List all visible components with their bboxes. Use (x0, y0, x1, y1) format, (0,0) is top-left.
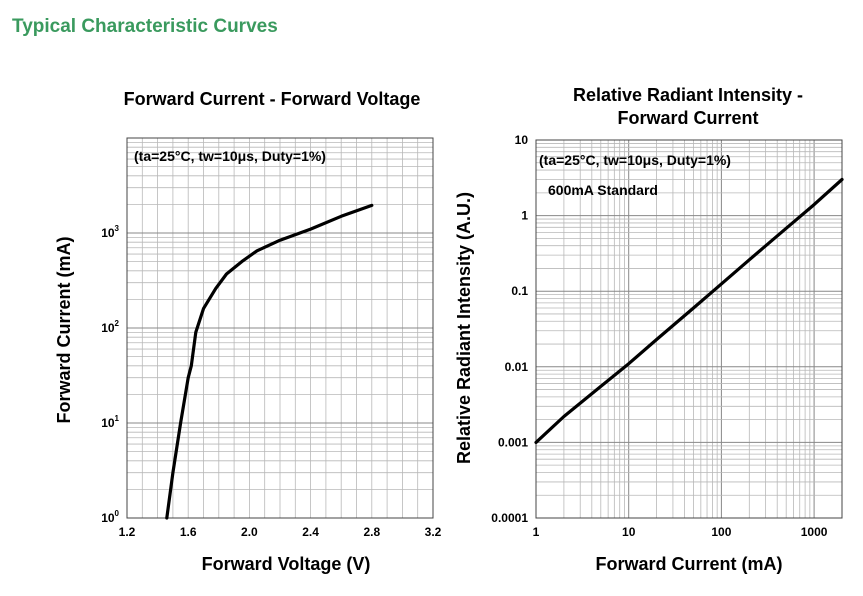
chart1-x-tick-label: 2.4 (302, 525, 319, 539)
chart2-y-tick-label: 0.001 (498, 435, 528, 449)
chart1-plot-frame (126, 137, 434, 519)
chart2-x-tick-label: 1 (533, 525, 540, 539)
chart2-conditions-note: (ta=25°C, tw=10μs, Duty=1%) (539, 152, 731, 168)
chart2-title-line-1: Relative Radiant Intensity - (573, 85, 803, 105)
chart1-y-tick-label: 101 (101, 414, 119, 430)
chart2-title-line-2: Forward Current (617, 108, 758, 128)
chart2-y-tick-label: 10 (515, 133, 529, 147)
chart1-x-ticks: 1.2 1.6 2.0 2.4 2.8 3.2 (119, 525, 442, 539)
chart1-y-tick-label: 102 (101, 319, 119, 335)
chart2-y-ticks: 0.0001 0.001 0.01 0.1 1 10 (491, 133, 528, 525)
chart1-y-ticks: 100 101 102 103 (101, 224, 119, 525)
forward-current-voltage-chart: Forward Current - Forward Voltage (ta=25… (54, 89, 442, 574)
chart1-series-line (165, 203, 374, 520)
chart1-x-tick-label: 1.6 (180, 525, 197, 539)
chart2-y-tick-label: 0.1 (511, 284, 528, 298)
page-title: Typical Characteristic Curves (12, 16, 278, 37)
chart1-y-axis-label: Forward Current (mA) (54, 236, 74, 423)
chart2-y-tick-label: 1 (521, 209, 528, 223)
chart2-y-tick-label: 0.01 (505, 360, 529, 374)
chart1-conditions-note: (ta=25°C, tw=10μs, Duty=1%) (134, 148, 326, 164)
chart2-plot-frame (535, 139, 843, 519)
chart2-standard-note: 600mA Standard (548, 182, 658, 198)
chart1-x-axis-label: Forward Voltage (V) (202, 554, 371, 574)
chart1-grid (126, 138, 434, 519)
chart2-y-tick-label: 0.0001 (491, 511, 528, 525)
chart2-y-axis-label: Relative Radiant Intensity (A.U.) (454, 192, 474, 464)
chart1-y-tick-label: 100 (101, 509, 119, 525)
chart2-x-axis-label: Forward Current (mA) (595, 554, 782, 574)
chart2-x-tick-label: 100 (711, 525, 731, 539)
chart2-x-ticks: 1 10 100 1000 (533, 525, 828, 539)
chart1-y-tick-label: 103 (101, 224, 119, 240)
chart2-grid (535, 140, 843, 519)
chart1-x-tick-label: 2.8 (363, 525, 380, 539)
chart2-series-line (534, 177, 844, 444)
chart1-x-tick-label: 2.0 (241, 525, 258, 539)
chart1-title: Forward Current - Forward Voltage (124, 89, 421, 109)
radiant-intensity-current-chart: Relative Radiant Intensity - Forward Cur… (454, 85, 844, 574)
chart1-x-tick-label: 1.2 (119, 525, 136, 539)
chart1-x-tick-label: 3.2 (425, 525, 442, 539)
chart2-x-tick-label: 10 (622, 525, 636, 539)
chart2-x-tick-label: 1000 (801, 525, 828, 539)
